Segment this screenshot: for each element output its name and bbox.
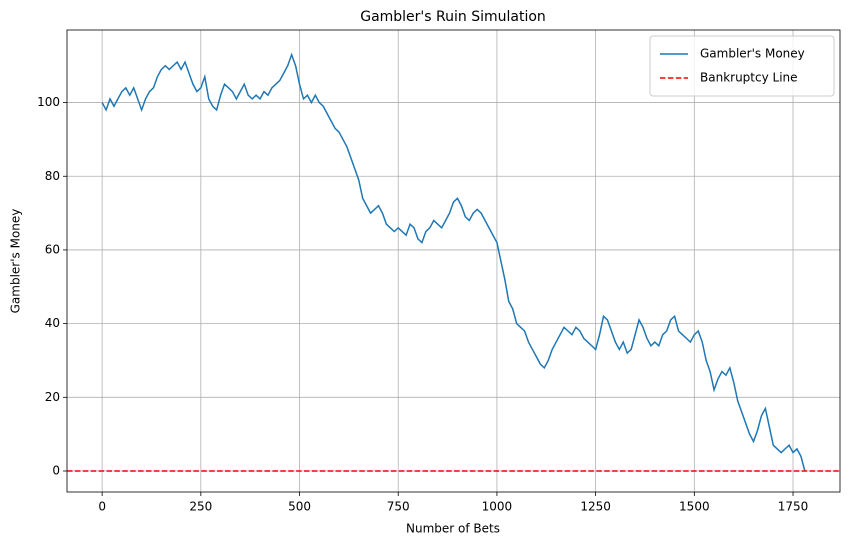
x-tick-label: 1000 bbox=[482, 500, 513, 514]
y-axis-label: Gambler's Money bbox=[9, 209, 23, 314]
y-tick-label: 40 bbox=[45, 316, 60, 330]
x-tick-label: 0 bbox=[98, 500, 106, 514]
x-tick-label: 1750 bbox=[778, 500, 809, 514]
x-tick-label: 1250 bbox=[580, 500, 611, 514]
x-tick-label: 250 bbox=[189, 500, 212, 514]
x-tick-label: 500 bbox=[288, 500, 311, 514]
y-tick-label: 0 bbox=[52, 464, 60, 478]
x-axis-label: Number of Bets bbox=[406, 522, 500, 536]
legend: Gambler's Money Bankruptcy Line bbox=[649, 35, 835, 97]
y-tick-label: 100 bbox=[37, 95, 60, 109]
chart-title: Gambler's Ruin Simulation bbox=[360, 9, 546, 25]
legend-box bbox=[649, 35, 835, 97]
y-tick-label: 20 bbox=[45, 390, 60, 404]
x-tick-label: 1500 bbox=[679, 500, 710, 514]
y-tick-label: 80 bbox=[45, 169, 60, 183]
y-tick-label: 60 bbox=[45, 242, 60, 256]
x-tick-label: 750 bbox=[387, 500, 410, 514]
data-line bbox=[101, 52, 806, 472]
legend-label: Bankruptcy Line bbox=[700, 71, 798, 85]
legend-label: Gambler's Money bbox=[700, 47, 805, 61]
plot-frame bbox=[66, 29, 841, 493]
